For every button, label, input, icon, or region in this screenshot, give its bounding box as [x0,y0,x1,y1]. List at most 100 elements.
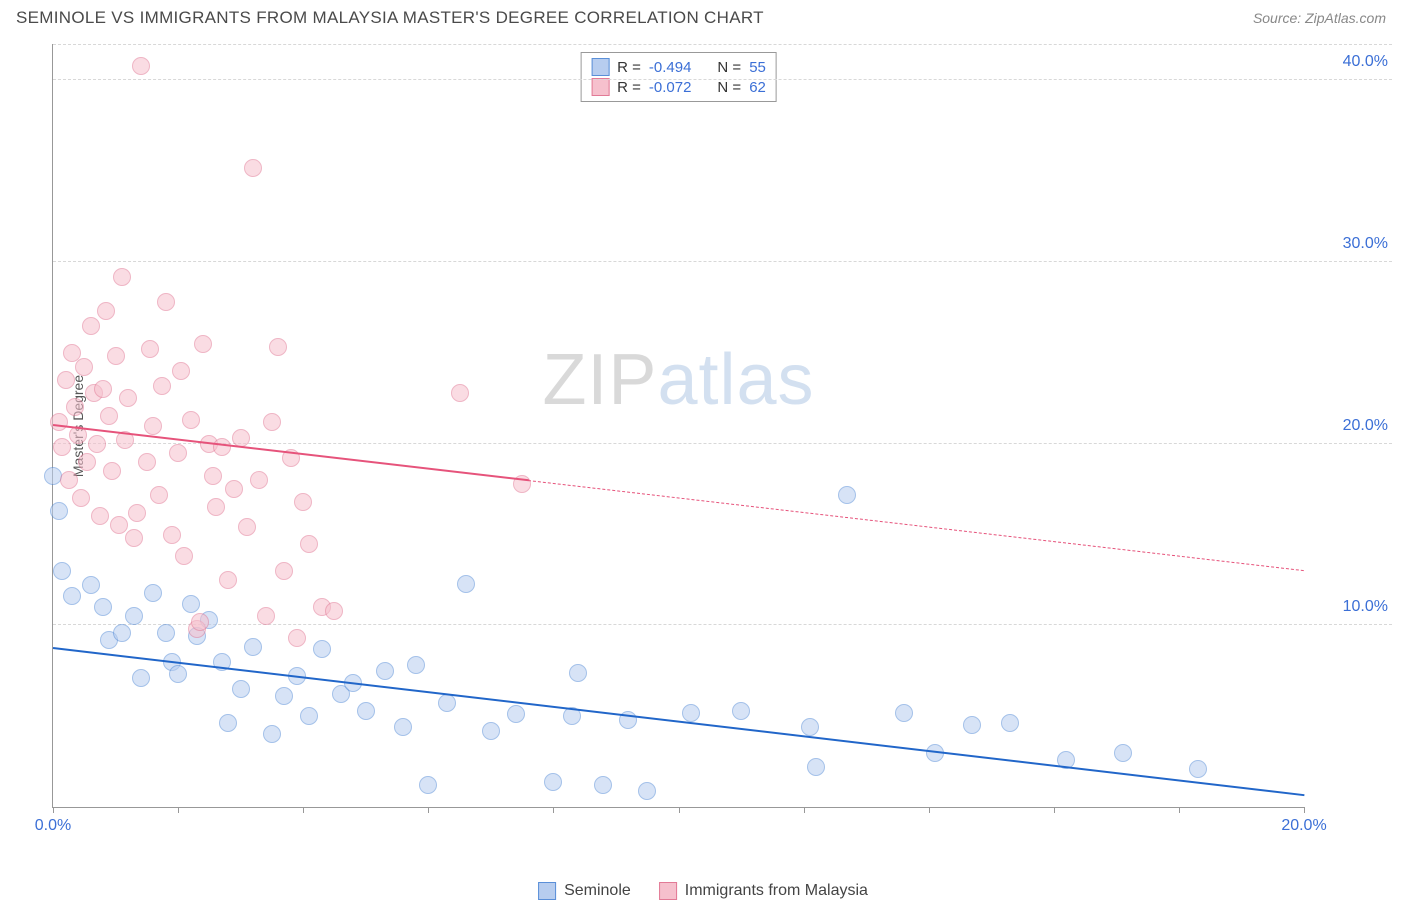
x-tick-mark [303,807,304,813]
data-point [107,347,125,365]
trend-line [528,480,1304,571]
x-tick-mark [929,807,930,813]
data-point [94,598,112,616]
x-tick-mark [1304,807,1305,813]
data-point [682,704,700,722]
data-point [60,471,78,489]
data-point [300,707,318,725]
r-label: R = [617,59,641,76]
data-point [157,624,175,642]
data-point [838,486,856,504]
data-point [313,640,331,658]
n-value: 55 [749,59,766,76]
data-point [219,571,237,589]
data-point [213,438,231,456]
data-point [569,664,587,682]
data-point [103,462,121,480]
data-point [50,502,68,520]
watermark: ZIPatlas [542,339,814,421]
data-point [53,562,71,580]
legend-item: Immigrants from Malaysia [659,882,868,900]
data-point [732,702,750,720]
data-point [169,665,187,683]
series-swatch [591,78,609,96]
legend-swatch [538,882,556,900]
data-point [457,575,475,593]
r-value: -0.494 [649,59,692,76]
y-tick-label: 30.0% [1343,235,1388,253]
data-point [288,629,306,647]
data-point [141,340,159,358]
data-point [275,562,293,580]
r-value: -0.072 [649,79,692,96]
data-point [50,413,68,431]
legend-swatch [659,882,677,900]
data-point [544,773,562,791]
data-point [207,498,225,516]
data-point [138,453,156,471]
data-point [100,407,118,425]
data-point [169,444,187,462]
gridline [53,79,1392,80]
legend-item: Seminole [538,882,631,900]
data-point [75,358,93,376]
data-point [895,704,913,722]
data-point [191,613,209,631]
data-point [238,518,256,536]
data-point [594,776,612,794]
data-point [1114,744,1132,762]
x-tick-mark [428,807,429,813]
gridline [53,443,1392,444]
data-point [438,694,456,712]
n-value: 62 [749,79,766,96]
x-tick-label: 20.0% [1281,817,1326,835]
data-point [182,595,200,613]
x-tick-mark [1054,807,1055,813]
data-point [150,486,168,504]
watermark-part1: ZIP [542,340,657,420]
data-point [163,526,181,544]
x-tick-mark [53,807,54,813]
data-point [394,718,412,736]
data-point [357,702,375,720]
trend-line [53,647,1304,796]
data-point [82,317,100,335]
chart-header: SEMINOLE VS IMMIGRANTS FROM MALAYSIA MAS… [0,0,1406,32]
data-point [57,371,75,389]
data-point [66,398,84,416]
n-label: N = [717,79,741,96]
data-point [507,705,525,723]
correlation-stats-box: R =-0.494N =55R =-0.072N =62 [580,52,777,102]
data-point [82,576,100,594]
x-tick-mark [1179,807,1180,813]
legend-label: Seminole [564,882,631,900]
x-tick-mark [553,807,554,813]
data-point [219,714,237,732]
data-point [244,159,262,177]
data-point [250,471,268,489]
plot-area: Master's Degree ZIPatlas R =-0.494N =55R… [52,44,1304,808]
data-point [294,493,312,511]
x-tick-label: 0.0% [35,817,71,835]
data-point [376,662,394,680]
data-point [1189,760,1207,778]
data-point [638,782,656,800]
data-point [263,413,281,431]
data-point [263,725,281,743]
r-label: R = [617,79,641,96]
data-point [275,687,293,705]
data-point [225,480,243,498]
data-point [801,718,819,736]
data-point [63,587,81,605]
data-point [88,435,106,453]
data-point [204,467,222,485]
x-tick-mark [804,807,805,813]
data-point [300,535,318,553]
data-point [97,302,115,320]
data-point [269,338,287,356]
x-tick-mark [178,807,179,813]
data-point [125,607,143,625]
y-tick-label: 10.0% [1343,598,1388,616]
data-point [72,489,90,507]
gridline [53,624,1392,625]
